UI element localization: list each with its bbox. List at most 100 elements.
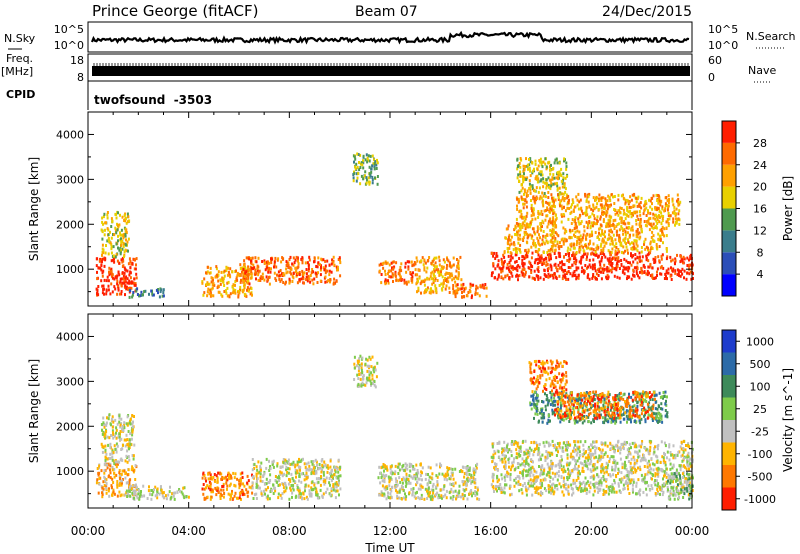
data-cell (243, 259, 246, 263)
data-cell (547, 222, 550, 226)
data-cell (690, 277, 693, 281)
data-cell (107, 443, 110, 447)
nsky-label: N.Sky (4, 32, 36, 45)
data-cell (385, 261, 388, 265)
data-cell (162, 294, 165, 298)
data-cell (674, 257, 677, 261)
data-cell (278, 474, 280, 478)
data-cell (125, 471, 127, 475)
data-cell (405, 477, 408, 481)
data-cell (298, 487, 301, 491)
data-cell (238, 496, 241, 500)
data-cell (103, 212, 106, 216)
data-cell (268, 481, 271, 484)
data-cell (457, 267, 460, 271)
data-cell (411, 493, 414, 497)
data-cell (100, 258, 103, 262)
data-cell (120, 448, 123, 451)
data-cell (545, 257, 548, 260)
data-cell (301, 269, 304, 273)
data-cell (238, 291, 241, 295)
data-cell (665, 196, 668, 199)
data-cell (100, 228, 103, 232)
data-cell (254, 268, 257, 272)
data-cell (549, 187, 552, 191)
data-cell (134, 283, 137, 287)
data-cell (261, 493, 264, 497)
data-cell (541, 173, 544, 177)
data-cell (533, 188, 535, 192)
data-cell (456, 283, 459, 287)
data-cell (308, 489, 311, 493)
data-cell (243, 283, 246, 287)
data-cell (515, 260, 518, 263)
data-cell (244, 274, 247, 278)
data-cell (527, 163, 530, 167)
data-cell (372, 162, 375, 166)
data-cell (329, 493, 332, 497)
data-cell (149, 492, 151, 496)
data-cell (512, 248, 515, 252)
data-cell (692, 272, 694, 276)
data-cell (471, 494, 473, 498)
data-cell (178, 488, 181, 491)
data-cell (285, 280, 287, 284)
data-cell (298, 465, 300, 469)
data-cell (111, 468, 114, 472)
data-cell (120, 277, 123, 281)
data-cell (518, 274, 521, 277)
data-cell (460, 495, 462, 499)
data-cell (285, 486, 288, 490)
data-cell (657, 232, 660, 236)
data-cell (579, 198, 582, 202)
data-cell (329, 475, 332, 478)
data-cell (109, 445, 112, 449)
data-cell (143, 494, 146, 498)
data-cell (442, 285, 445, 289)
data-cell (589, 462, 592, 466)
data-cell (203, 474, 206, 477)
data-cell (305, 272, 308, 276)
data-cell (114, 255, 117, 259)
data-cell (150, 497, 153, 501)
data-cell (540, 173, 542, 177)
data-cell (124, 459, 127, 463)
data-cell (476, 462, 479, 466)
data-cell (364, 158, 367, 162)
data-cell (115, 473, 118, 477)
data-cell (358, 168, 361, 171)
data-cell (661, 225, 664, 229)
data-cell (578, 215, 581, 219)
date-label: 24/Dec/2015 (602, 4, 692, 20)
data-cell (645, 245, 648, 249)
data-cell (470, 475, 473, 479)
data-cell (500, 270, 503, 274)
data-cell (105, 292, 108, 296)
data-cell (522, 216, 525, 220)
data-cell (465, 483, 468, 487)
data-cell (273, 271, 276, 275)
data-cell (651, 202, 653, 206)
data-cell (610, 203, 612, 207)
data-cell (308, 255, 311, 259)
data-cell (652, 222, 655, 226)
data-cell (473, 473, 476, 476)
power-y-axis-label: Slant Range [km] (27, 157, 41, 261)
data-cell (417, 286, 420, 290)
data-cell (117, 288, 120, 292)
data-cell (503, 457, 506, 461)
data-cell (155, 288, 158, 292)
data-cell (658, 197, 661, 201)
data-cell (592, 248, 595, 252)
data-cell (357, 359, 360, 363)
data-cell (409, 271, 412, 274)
data-cell (253, 462, 256, 466)
data-cell (580, 220, 583, 224)
data-cell (304, 489, 306, 493)
data-cell (127, 468, 130, 472)
data-cell (629, 242, 631, 246)
data-cell (682, 261, 684, 265)
data-cell (307, 461, 310, 465)
data-cell (268, 469, 271, 472)
data-cell (493, 251, 496, 255)
